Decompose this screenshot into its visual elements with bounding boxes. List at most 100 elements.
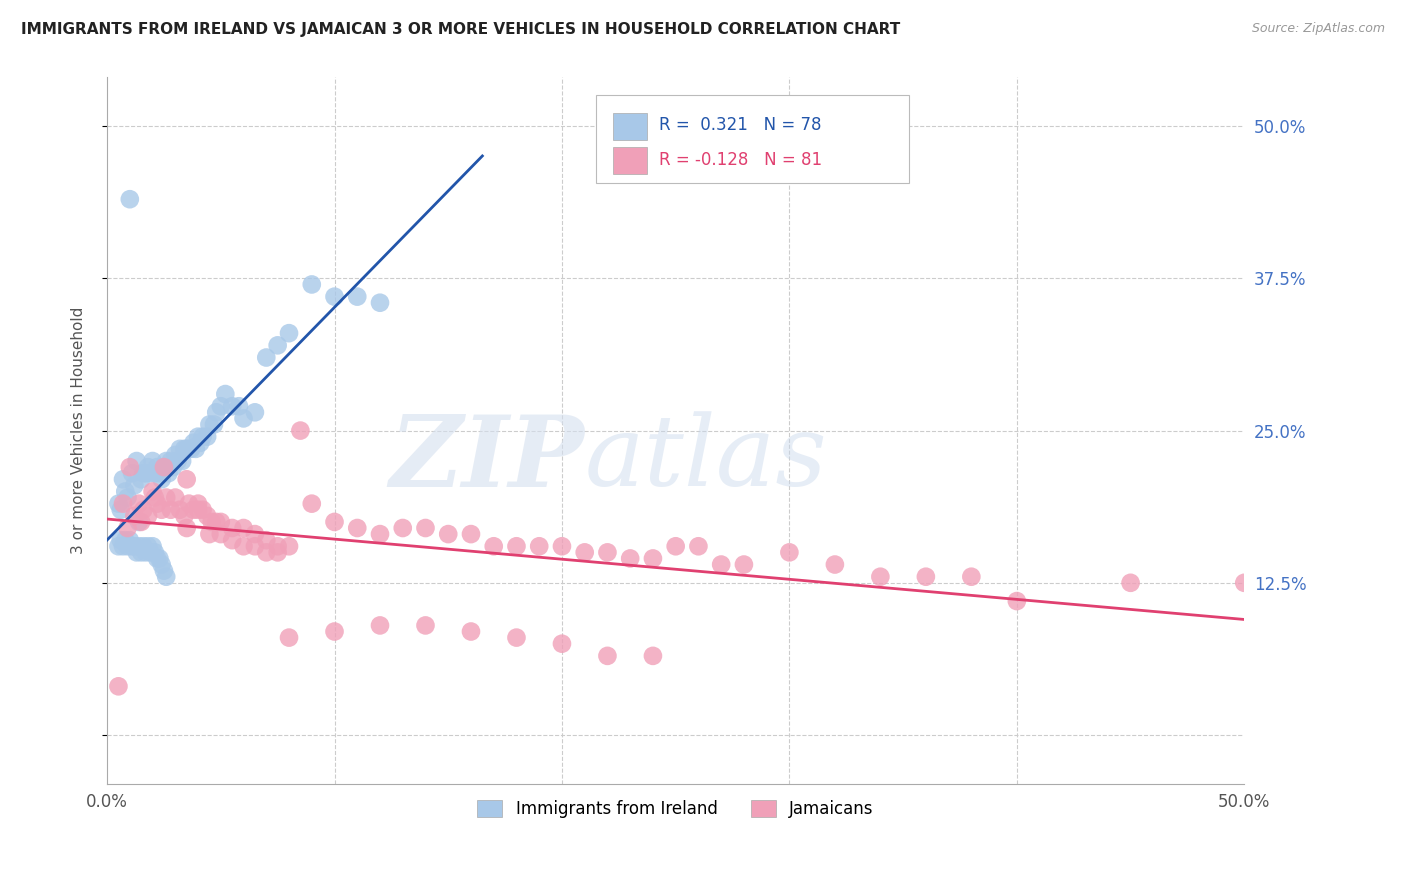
Point xyxy=(173,442,195,456)
Point xyxy=(710,558,733,572)
FancyBboxPatch shape xyxy=(613,112,647,139)
Point xyxy=(596,545,619,559)
Point xyxy=(111,497,134,511)
Point xyxy=(165,448,187,462)
Point xyxy=(869,570,891,584)
Point xyxy=(169,442,191,456)
Point xyxy=(960,570,983,584)
Point xyxy=(107,539,129,553)
Point xyxy=(183,502,205,516)
Point xyxy=(191,430,214,444)
Point xyxy=(198,417,221,432)
Point xyxy=(551,539,574,553)
Point xyxy=(142,484,165,499)
Point xyxy=(243,539,266,553)
Point xyxy=(221,521,243,535)
Point xyxy=(132,467,155,481)
Point xyxy=(107,497,129,511)
Point xyxy=(177,442,200,456)
Point xyxy=(150,502,173,516)
Point xyxy=(129,472,152,486)
Point xyxy=(153,460,176,475)
Point xyxy=(187,497,209,511)
Point xyxy=(415,521,437,535)
Point xyxy=(132,539,155,553)
Point xyxy=(205,405,228,419)
Point xyxy=(221,399,243,413)
Point xyxy=(150,558,173,572)
Point xyxy=(139,545,162,559)
Point xyxy=(180,442,202,456)
Point xyxy=(136,539,159,553)
Point xyxy=(290,424,312,438)
Point xyxy=(114,533,136,548)
Point xyxy=(1119,575,1142,590)
Point xyxy=(166,454,188,468)
Point xyxy=(551,637,574,651)
Point xyxy=(118,460,141,475)
Point xyxy=(148,467,170,481)
Point xyxy=(107,679,129,693)
Point xyxy=(665,539,688,553)
Point xyxy=(128,497,150,511)
Point xyxy=(214,387,236,401)
Point xyxy=(641,551,664,566)
Point xyxy=(266,338,288,352)
Point xyxy=(278,631,301,645)
Point xyxy=(228,399,250,413)
Point xyxy=(188,435,211,450)
Point xyxy=(148,551,170,566)
Point xyxy=(323,515,346,529)
Point xyxy=(183,435,205,450)
Point xyxy=(155,570,177,584)
Point xyxy=(323,290,346,304)
Point xyxy=(114,484,136,499)
Point xyxy=(1233,575,1256,590)
Point xyxy=(301,497,323,511)
Point xyxy=(118,192,141,206)
Point xyxy=(368,618,391,632)
Point xyxy=(232,521,254,535)
Point xyxy=(232,539,254,553)
Point xyxy=(187,502,209,516)
Point xyxy=(128,539,150,553)
Point xyxy=(121,539,143,553)
Legend: Immigrants from Ireland, Jamaicans: Immigrants from Ireland, Jamaicans xyxy=(471,793,880,825)
Point xyxy=(195,508,218,523)
Point xyxy=(111,472,134,486)
Point xyxy=(155,491,177,505)
Point xyxy=(143,545,166,559)
Point xyxy=(111,539,134,553)
Point xyxy=(243,527,266,541)
Point xyxy=(641,648,664,663)
Point xyxy=(135,545,157,559)
Text: R =  0.321   N = 78: R = 0.321 N = 78 xyxy=(658,117,821,135)
Point xyxy=(117,521,139,535)
Point xyxy=(146,460,169,475)
Point xyxy=(124,539,146,553)
Point xyxy=(915,570,938,584)
Point xyxy=(143,467,166,481)
Point xyxy=(125,545,148,559)
Point xyxy=(136,508,159,523)
Point xyxy=(505,631,527,645)
Point xyxy=(209,527,232,541)
Point xyxy=(124,508,146,523)
Text: ZIP: ZIP xyxy=(389,410,585,507)
Y-axis label: 3 or more Vehicles in Household: 3 or more Vehicles in Household xyxy=(72,307,86,554)
Point xyxy=(1005,594,1028,608)
Point xyxy=(173,508,195,523)
Point xyxy=(266,545,288,559)
Point xyxy=(201,515,224,529)
Point xyxy=(778,545,800,559)
Point xyxy=(415,618,437,632)
FancyBboxPatch shape xyxy=(613,147,647,174)
Text: atlas: atlas xyxy=(585,411,828,507)
Point xyxy=(110,533,132,548)
Point xyxy=(142,539,165,553)
Point xyxy=(128,515,150,529)
Point xyxy=(209,399,232,413)
Point xyxy=(368,295,391,310)
Point xyxy=(117,539,139,553)
Point xyxy=(460,624,482,639)
